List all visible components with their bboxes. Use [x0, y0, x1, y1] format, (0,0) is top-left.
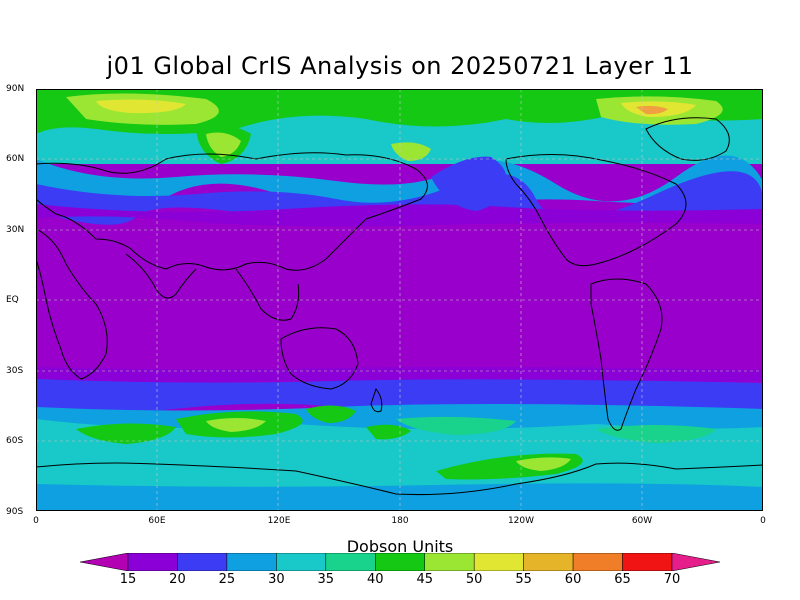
lon-label-120w: 120W	[507, 516, 535, 526]
south-green-australia	[306, 405, 356, 423]
map-title: j01 Global CrIS Analysis on 20250721 Lay…	[106, 52, 694, 80]
colorbar-swatch	[276, 553, 327, 571]
coastline-south-america	[590, 278, 663, 431]
lat-label-60s: 60S	[6, 436, 24, 446]
colorbar-tick-label: 25	[218, 572, 236, 587]
colorbar-swatch	[523, 553, 574, 571]
colorbar-swatch	[622, 553, 673, 571]
coastline-greenland	[645, 117, 730, 161]
lat-label-90n: 90N	[6, 84, 25, 94]
colorbar-swatch	[473, 553, 524, 571]
south-teal-atlantic	[596, 425, 716, 443]
graticule	[36, 89, 763, 511]
lat-label-30s: 30S	[6, 366, 24, 376]
colorbar-tick-label: 65	[614, 572, 631, 587]
lat-label-90s: 90S	[6, 507, 24, 517]
coastline-antarctica	[36, 462, 763, 496]
coastline-eurasia	[36, 152, 428, 271]
lon-label-0-east-edge: 0	[760, 516, 766, 526]
map-frame	[36, 89, 763, 511]
south-lime-antarctic-pacific	[516, 457, 571, 471]
south-lime-indian	[206, 418, 266, 432]
colorbar-swatch	[375, 553, 425, 571]
lon-label-180: 180	[391, 516, 409, 526]
colorbar-tick-label: 70	[663, 572, 681, 587]
colorbar-swatch	[177, 553, 228, 571]
colorbar-tick-label: 35	[317, 572, 335, 587]
ozone-map	[36, 89, 763, 515]
coastline-new-zealand	[370, 387, 383, 413]
arctic-green-band	[36, 89, 763, 134]
colorbar-tick-label: 30	[268, 572, 285, 587]
lon-label-0-west-edge: 0	[33, 516, 39, 526]
colorbar-swatch	[325, 553, 376, 571]
lon-label-60e: 60E	[148, 516, 166, 526]
lon-label-120e: 120E	[267, 516, 291, 526]
coastline-africa	[36, 228, 108, 380]
colorbar-tick-label: 40	[366, 572, 384, 587]
lat-label-eq: EQ	[6, 295, 19, 305]
coastline-north-america	[505, 153, 687, 267]
colorbar-tick-label: 15	[119, 572, 137, 587]
bering-lime-patch	[391, 142, 431, 161]
arctic-yellow-west	[96, 99, 186, 114]
colorbar-tick-label: 20	[169, 572, 186, 587]
coastline-arabia-india	[125, 253, 197, 299]
colorbar-tick-label: 60	[564, 572, 582, 587]
coastline-southeast-asia	[235, 268, 300, 321]
colorbar-arrow-low	[80, 553, 129, 571]
south-green-pacific	[366, 424, 411, 440]
colorbar-title: Dobson Units	[346, 537, 454, 556]
coastlines	[36, 117, 763, 496]
ozone-map-svg	[36, 89, 763, 511]
colorbar-arrow-high	[671, 553, 720, 571]
lat-label-60n: 60N	[6, 154, 25, 164]
colorbar-tick-label: 45	[416, 572, 433, 587]
coastline-australia	[280, 327, 359, 390]
south-teal-pacific	[396, 416, 516, 435]
colorbar-swatch	[226, 553, 277, 571]
colorbar-swatch	[127, 553, 178, 571]
colorbar-tick-label: 55	[515, 572, 532, 587]
south-green-west	[76, 423, 176, 444]
lon-label-60w: 60W	[631, 516, 653, 526]
colorbar-swatch	[572, 553, 623, 571]
siberia-lime-patch	[206, 132, 241, 157]
antarctic-cyan-pole	[36, 483, 763, 511]
north-band-violet	[36, 204, 763, 227]
north-band-cyan-edge	[36, 155, 763, 221]
colorbar	[80, 553, 720, 571]
colorbar-tick-label: 50	[465, 572, 483, 587]
lat-label-30n: 30N	[6, 225, 25, 235]
colorbar-swatch	[424, 553, 475, 571]
north-pacific-blue-tongue	[431, 156, 507, 211]
arctic-orange-east	[636, 105, 668, 115]
